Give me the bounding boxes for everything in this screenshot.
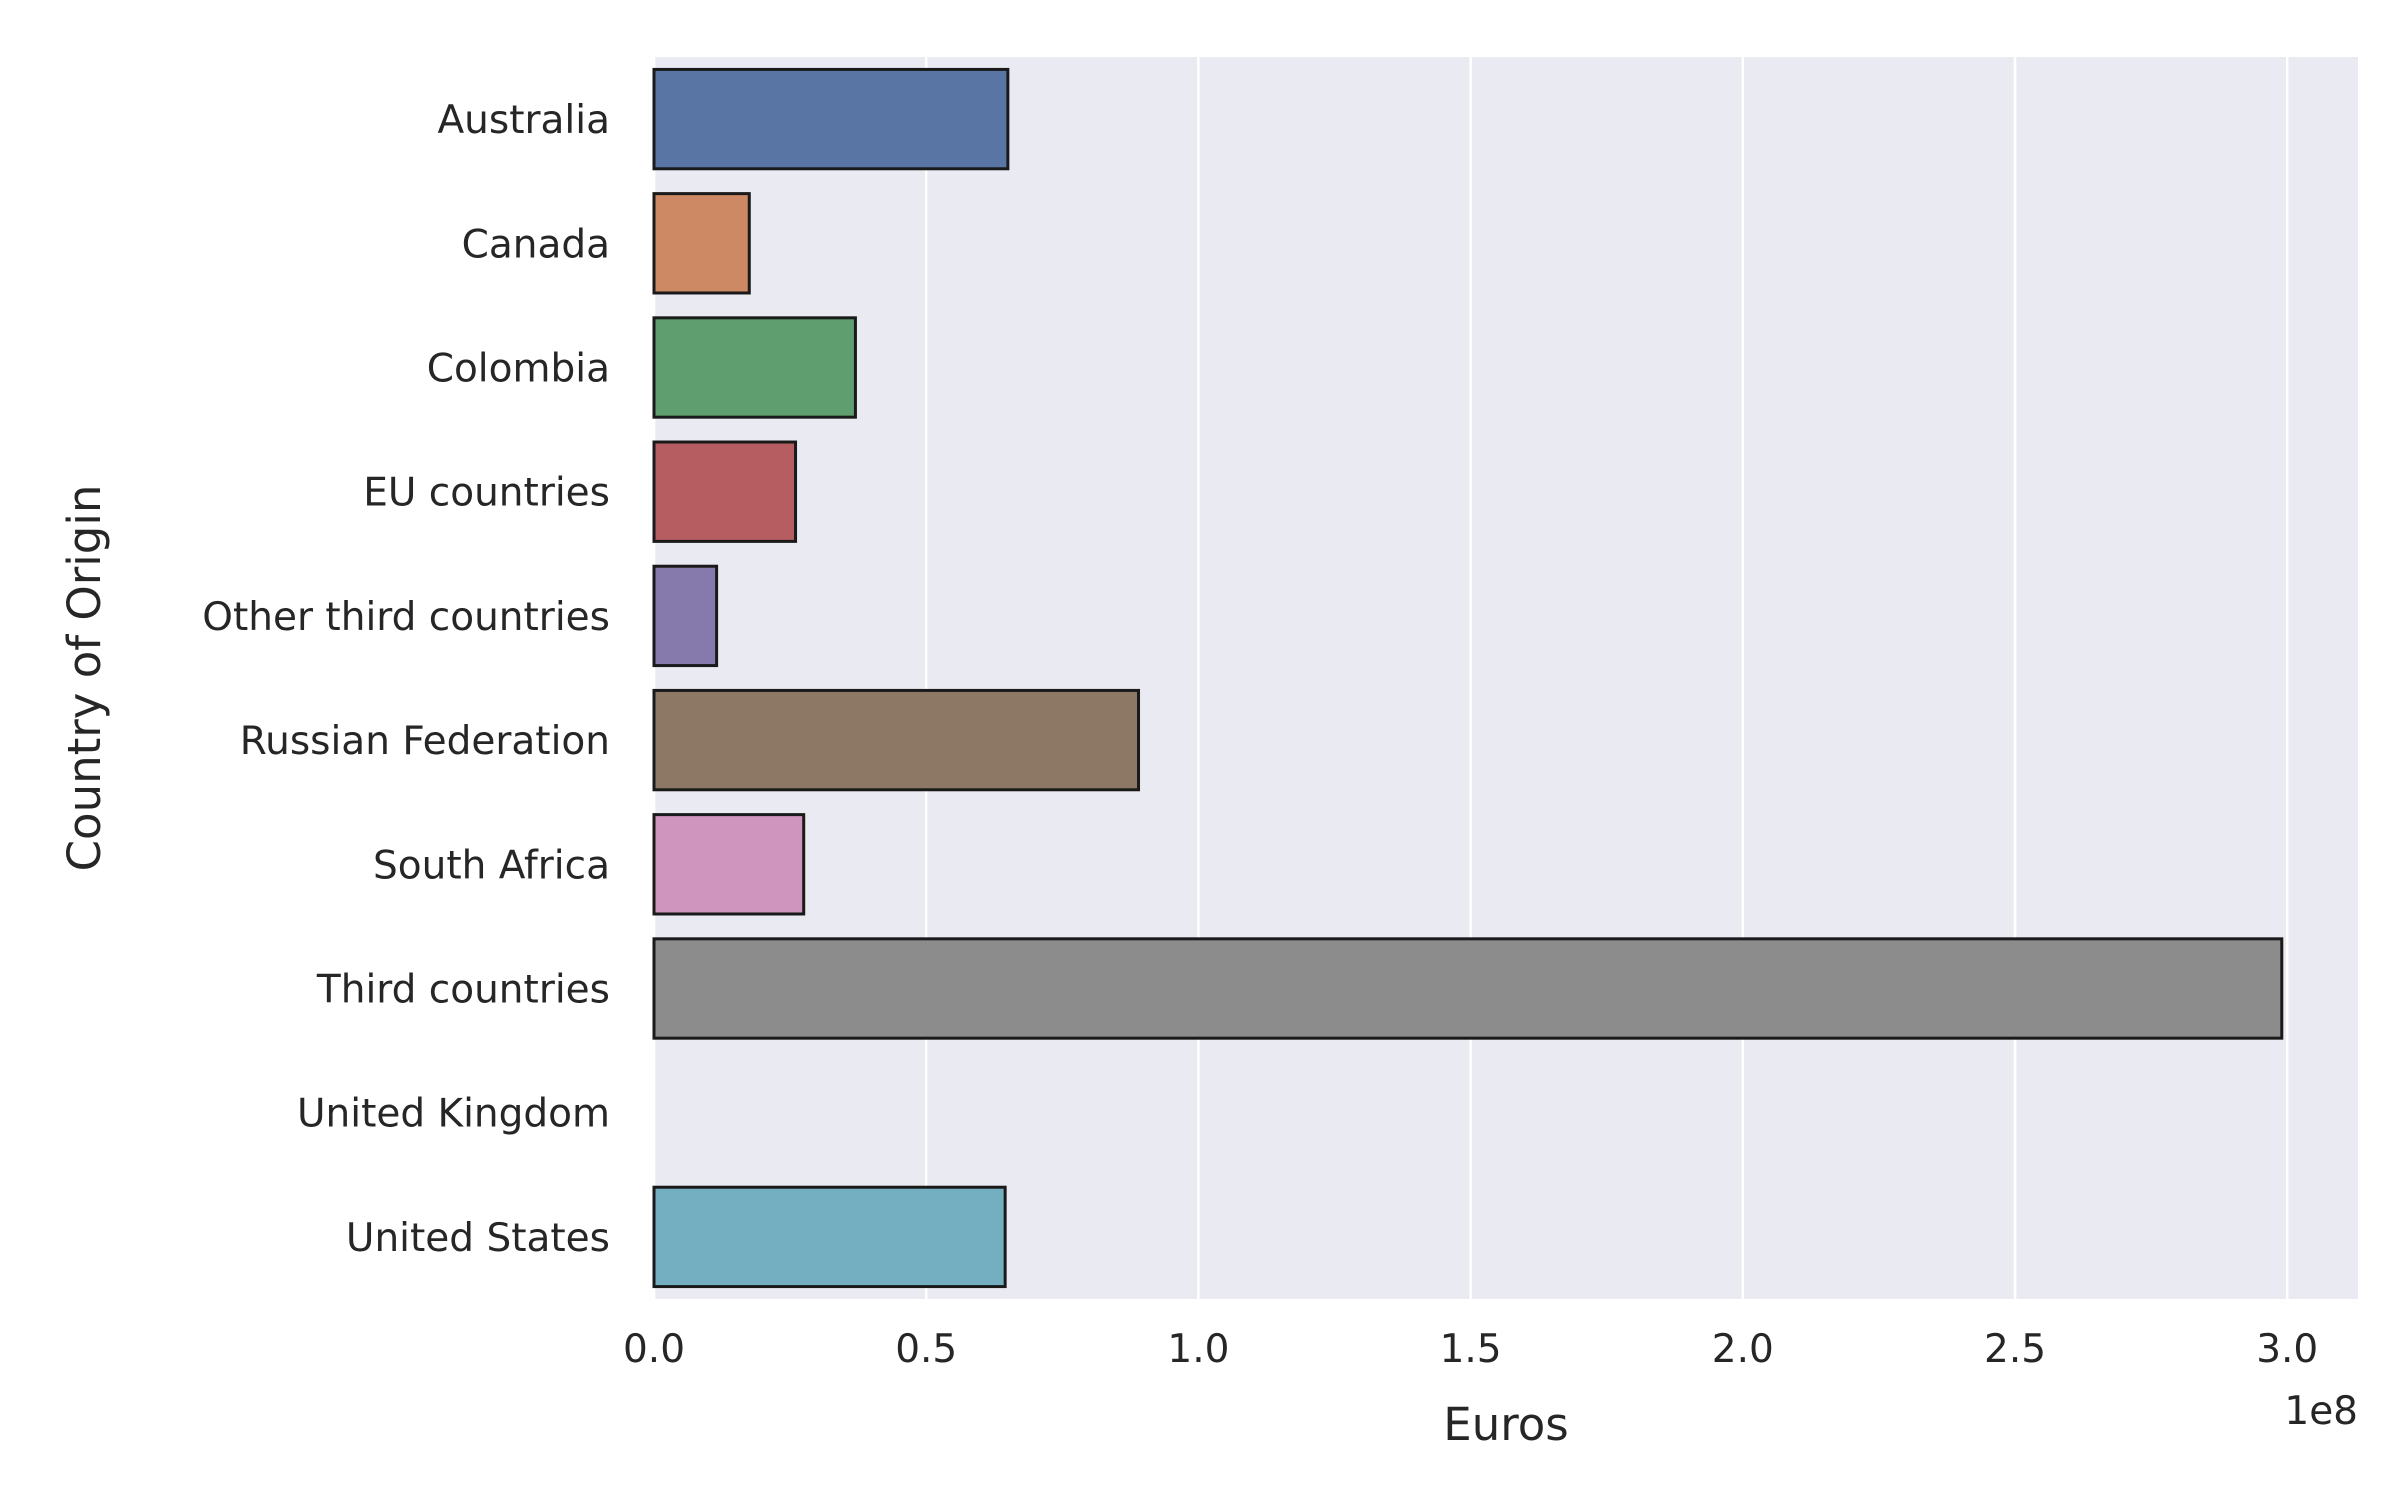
x-tick-label: 2.0	[1712, 1327, 1774, 1372]
x-tick-labels: 0.0 0.5 1.0 1.5 2.0 2.5 3.0	[623, 1327, 2318, 1372]
y-tick-label: United States	[346, 1216, 610, 1261]
y-tick-label: EU countries	[363, 471, 610, 516]
bar	[652, 1185, 1007, 1289]
y-tick-label: South Africa	[373, 843, 610, 888]
y-tick-label: Canada	[462, 222, 610, 267]
y-tick-label: Australia	[437, 98, 610, 143]
x-tick-label: 0.0	[623, 1327, 685, 1372]
grid-lines	[652, 57, 2289, 1299]
bars	[652, 67, 2284, 1289]
bar	[652, 688, 1141, 792]
bar	[652, 564, 719, 668]
y-tick-label: Other third countries	[202, 595, 610, 640]
x-tick-label: 1.5	[1440, 1327, 1502, 1372]
plot-area	[654, 57, 2358, 1299]
bar	[652, 937, 2284, 1040]
x-axis-label: Euros	[1443, 1398, 1568, 1451]
bar	[652, 813, 806, 916]
y-axis-label: Country of Origin	[58, 485, 111, 872]
x-tick-label: 3.0	[2256, 1327, 2318, 1372]
y-tick-label: United Kingdom	[297, 1092, 610, 1137]
y-tick-label: Russian Federation	[240, 719, 610, 764]
bar	[652, 192, 751, 295]
x-offset-text: 1e8	[2284, 1389, 2358, 1434]
bar	[652, 316, 857, 419]
y-tick-label: Third countries	[316, 968, 610, 1013]
y-tick-labels: Australia Canada Colombia EU countries Other…	[202, 98, 610, 1261]
bar	[652, 440, 798, 543]
x-tick-label: 2.5	[1984, 1327, 2046, 1372]
x-tick-label: 0.5	[895, 1327, 957, 1372]
x-tick-label: 1.0	[1167, 1327, 1229, 1372]
y-tick-label: Colombia	[427, 347, 610, 392]
bar	[652, 67, 1010, 171]
